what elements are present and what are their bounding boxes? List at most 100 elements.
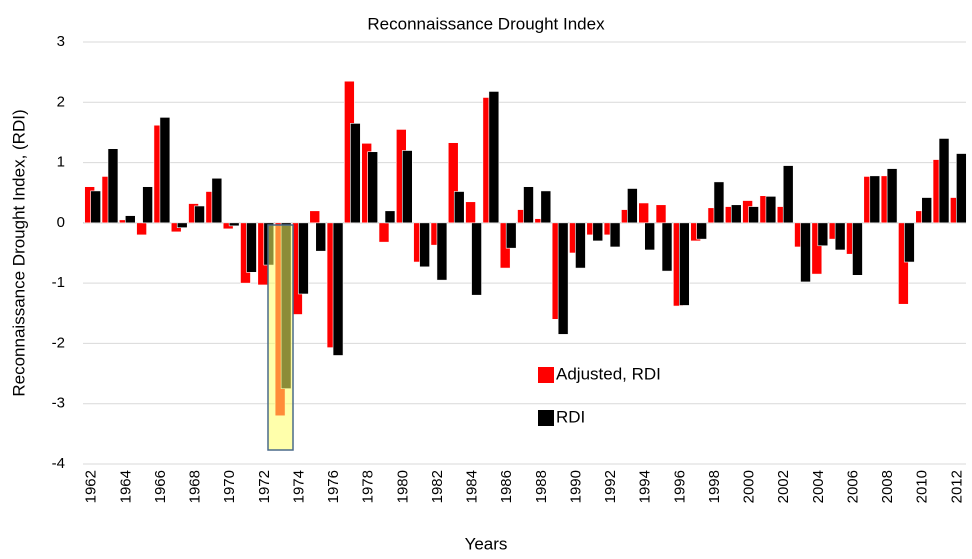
x-tick-label: 1970 <box>221 470 238 503</box>
y-tick-label: -1 <box>52 274 65 291</box>
bar <box>436 222 448 281</box>
x-tick-label: 1976 <box>325 470 342 503</box>
bar <box>471 222 482 296</box>
bar <box>661 222 673 272</box>
bar <box>644 222 655 251</box>
bar <box>367 151 378 224</box>
x-tick-label: 2012 <box>948 470 965 503</box>
y-tick-label: 2 <box>57 93 65 110</box>
bar <box>211 177 223 224</box>
bar <box>378 222 390 243</box>
bar <box>453 191 465 224</box>
bar <box>627 188 638 224</box>
bar <box>679 222 690 306</box>
bar <box>592 222 604 242</box>
y-tick-label: 3 <box>57 33 65 50</box>
x-tick-label: 1994 <box>637 470 654 503</box>
x-tick-label: 2008 <box>879 470 896 503</box>
bar <box>384 210 396 224</box>
bar <box>540 190 552 224</box>
bar <box>465 201 476 224</box>
bar <box>817 222 829 247</box>
x-tick-label: 1966 <box>152 470 169 503</box>
bar <box>638 202 649 224</box>
bar <box>350 123 361 224</box>
x-tick-label: 1996 <box>671 470 688 503</box>
x-tick-label: 1984 <box>464 470 481 503</box>
legend-label: RDI <box>556 407 585 426</box>
x-tick-label: 1968 <box>187 470 204 503</box>
bar <box>886 168 898 224</box>
y-tick-label: -4 <box>52 455 65 472</box>
bar <box>696 222 707 240</box>
x-tick-label: 1982 <box>429 470 446 503</box>
legend-swatch <box>538 367 554 383</box>
bar <box>938 138 950 224</box>
x-tick-label: 2010 <box>914 470 931 503</box>
chart-title: Reconnaissance Drought Index <box>367 14 605 33</box>
bar <box>713 181 725 224</box>
x-tick-label: 2002 <box>775 470 792 503</box>
x-tick-label: 1998 <box>706 470 723 503</box>
bar <box>309 210 321 224</box>
bar <box>90 190 101 224</box>
y-tick-label: 1 <box>57 154 65 171</box>
bar <box>142 186 153 224</box>
x-axis-title: Years <box>465 534 508 553</box>
bar <box>419 222 430 268</box>
bar <box>800 222 811 283</box>
y-axis-title: Reconnaissance Drought Index, (RDI) <box>9 109 28 396</box>
x-tick-label: 1992 <box>602 470 619 503</box>
bar <box>107 148 119 224</box>
x-tick-label: 1990 <box>567 470 584 503</box>
bar <box>194 205 205 224</box>
bar <box>523 186 534 224</box>
highlight-box <box>267 224 294 451</box>
x-tick-label: 1974 <box>290 470 307 503</box>
bar <box>557 222 569 335</box>
bar <box>748 206 759 224</box>
y-tick-label: 0 <box>57 214 65 231</box>
bar <box>904 222 915 263</box>
bar <box>655 204 667 224</box>
bar <box>136 222 147 236</box>
x-tick-label: 2006 <box>844 470 861 503</box>
x-tick-label: 1978 <box>360 470 377 503</box>
x-tick-label: 2004 <box>810 470 827 503</box>
y-tick-label: -3 <box>52 395 65 412</box>
bar <box>447 142 459 224</box>
x-tick-label: 1986 <box>498 470 515 503</box>
x-tick-label: 2000 <box>741 470 758 503</box>
bar <box>246 222 257 273</box>
bar <box>488 91 500 224</box>
bar <box>176 222 188 228</box>
bar <box>609 222 621 248</box>
x-tick-label: 1964 <box>117 470 134 503</box>
bar <box>298 222 309 295</box>
bar <box>159 117 171 224</box>
x-tick-label: 1972 <box>256 470 273 503</box>
bar <box>575 222 586 269</box>
bar <box>956 153 967 224</box>
bar <box>834 222 846 251</box>
bar <box>730 204 742 224</box>
bar <box>315 222 327 252</box>
bar <box>852 222 863 276</box>
bar <box>124 215 136 224</box>
y-tick-label: -2 <box>52 334 65 351</box>
bar <box>765 196 777 224</box>
legend-swatch <box>538 410 554 426</box>
bar <box>505 222 517 249</box>
x-tick-label: 1980 <box>394 470 411 503</box>
x-tick-label: 1962 <box>83 470 100 503</box>
bar <box>869 175 881 224</box>
bar <box>228 222 240 227</box>
bar <box>898 222 909 305</box>
bar <box>921 197 933 224</box>
legend-label: Adjusted, RDI <box>556 364 661 383</box>
bar <box>332 222 344 356</box>
bar <box>402 150 413 224</box>
x-tick-label: 1988 <box>533 470 550 503</box>
bar <box>811 222 823 275</box>
